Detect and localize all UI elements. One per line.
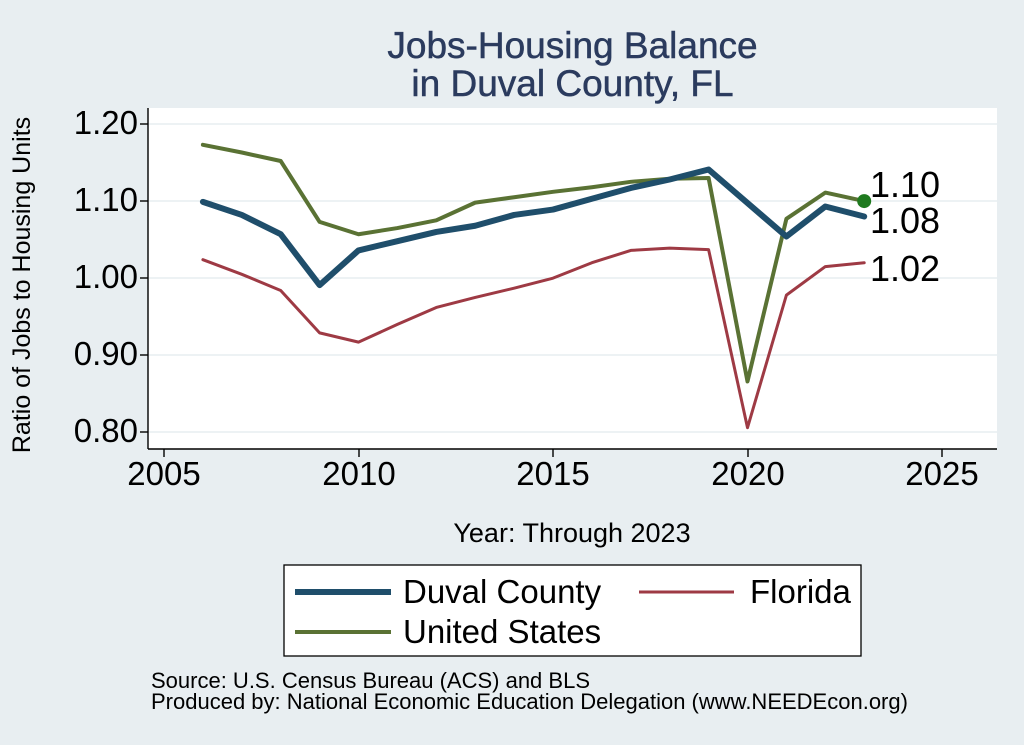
- svg-text:Year: Through 2023: Year: Through 2023: [453, 518, 690, 548]
- svg-text:1.00: 1.00: [74, 258, 138, 295]
- svg-text:1.10: 1.10: [74, 181, 138, 218]
- svg-text:Ratio of Jobs to Housing Units: Ratio of Jobs to Housing Units: [8, 117, 36, 453]
- svg-text:2025: 2025: [905, 455, 978, 492]
- svg-text:1.10: 1.10: [870, 164, 940, 205]
- svg-text:1.20: 1.20: [74, 104, 138, 141]
- svg-text:2010: 2010: [322, 455, 395, 492]
- svg-text:0.90: 0.90: [74, 335, 138, 372]
- svg-text:1.08: 1.08: [870, 200, 940, 241]
- svg-text:1.02: 1.02: [870, 248, 940, 289]
- svg-text:United States: United States: [403, 613, 601, 650]
- svg-text:2005: 2005: [127, 455, 200, 492]
- svg-text:Duval County: Duval County: [403, 573, 602, 610]
- svg-text:2020: 2020: [711, 455, 784, 492]
- svg-text:Produced by: National Economic: Produced by: National Economic Education…: [151, 689, 908, 714]
- svg-text:2015: 2015: [516, 455, 589, 492]
- svg-text:0.80: 0.80: [74, 412, 138, 449]
- svg-text:Florida: Florida: [750, 573, 852, 610]
